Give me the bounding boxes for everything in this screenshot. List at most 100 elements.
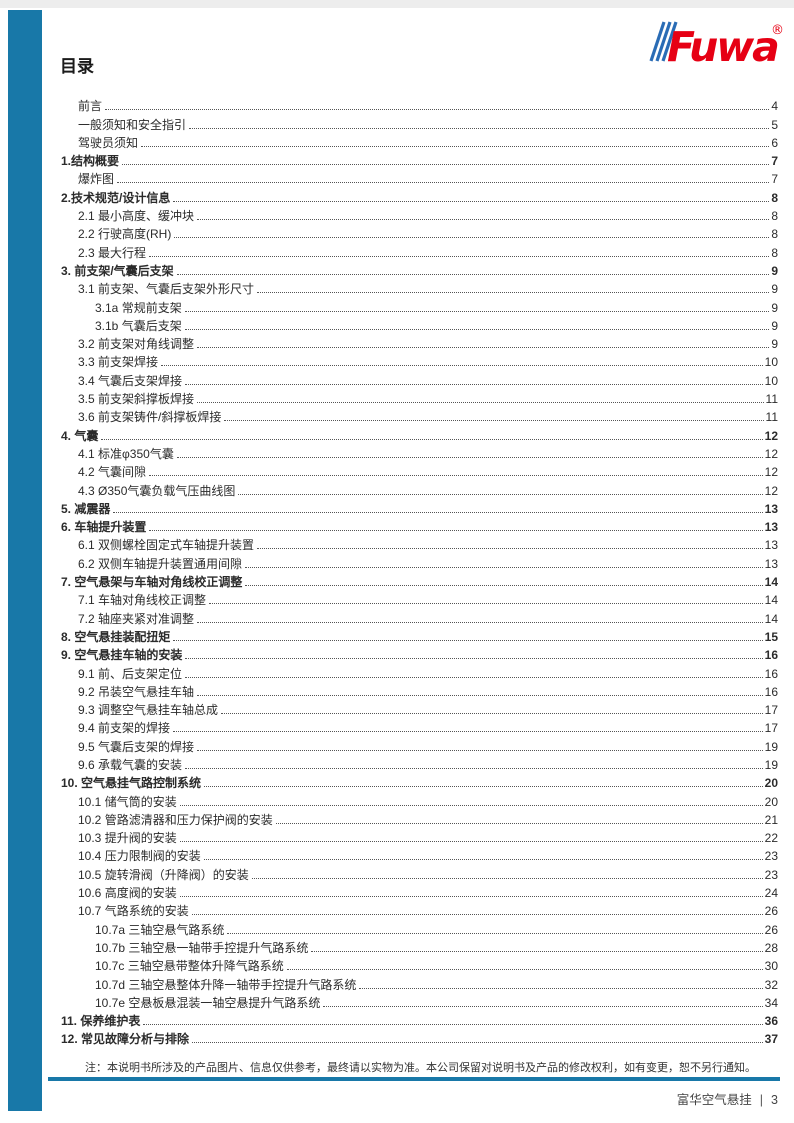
toc-entry[interactable]: 9. 空气悬挂车轴的安装 16 [61, 644, 778, 662]
toc-entry[interactable]: 10.7e 空悬板悬混装一轴空悬提升气路系统 34 [61, 992, 778, 1010]
toc-entry[interactable]: 5. 减震器 13 [61, 498, 778, 516]
toc-entry[interactable]: 7.2 轴座夹紧对准调整 14 [61, 607, 778, 626]
toc-entry[interactable]: 4.1 标准φ350气囊 12 [61, 443, 778, 461]
toc-entry[interactable]: 爆炸图 7 [61, 168, 778, 186]
toc-entry-label: 6.2 双侧车轴提升装置通用间隙 [78, 556, 243, 571]
toc-entry-page-number: 34 [764, 995, 778, 1010]
toc-dot-leader [251, 877, 763, 879]
toc-entry-page-number: 17 [764, 721, 778, 736]
toc-entry[interactable]: 3.1 前支架、气囊后支架外形尺寸 9 [61, 278, 778, 296]
toc-entry[interactable]: 前言 4 [61, 95, 778, 113]
toc-entry[interactable]: 10.7a 三轴空悬气路系统 26 [61, 918, 778, 937]
toc-entry[interactable]: 1.结构概要 7 [61, 150, 778, 168]
toc-entry-page-number: 14 [764, 575, 778, 590]
toc-entry[interactable]: 3.2 前支架对角线调整 9 [61, 333, 778, 351]
toc-entry[interactable]: 12. 常见故障分析与排除 37 [61, 1028, 778, 1046]
toc-entry-label: 前言 [78, 99, 103, 114]
toc-dot-leader [143, 1024, 763, 1026]
toc-entry-page-number: 16 [764, 684, 778, 699]
toc-entry-page-number: 7 [771, 154, 778, 169]
toc-dot-leader [173, 639, 763, 641]
toc-entry-label: 10.7c 三轴空悬带整体升降气路系统 [95, 959, 284, 974]
toc-entry[interactable]: 2.2 行驶高度(RH) 8 [61, 223, 778, 241]
left-accent-bar [8, 10, 42, 1111]
toc-dot-leader [122, 164, 770, 166]
toc-dot-leader [197, 621, 763, 623]
toc-entry-label: 11. 保养维护表 [61, 1014, 141, 1029]
toc-entry-label: 9.3 调整空气悬挂车轴总成 [78, 703, 219, 718]
toc-entry-label: 9.6 承载气囊的安装 [78, 757, 183, 772]
toc-entry[interactable]: 10.2 管路滤清器和压力保护阀的安装 21 [61, 809, 778, 827]
toc-entry-page-number: 9 [771, 337, 778, 352]
toc-entry[interactable]: 10.5 旋转滑阀（升降阀）的安装 23 [61, 863, 778, 882]
toc-entry[interactable]: 9.6 承载气囊的安装 19 [61, 754, 778, 772]
toc-entry-label: 一般须知和安全指引 [78, 117, 187, 132]
toc-entry[interactable]: 9.3 调整空气悬挂车轴总成 17 [61, 699, 778, 717]
logo-registered-mark: ® [771, 23, 784, 38]
footer-brand: 富华空气悬挂 [676, 1093, 752, 1107]
disclaimer-note: 注：本说明书所涉及的产品图片、信息仅供参考，最终请以实物为准。本公司保留对说明书… [85, 1062, 756, 1074]
toc-entry[interactable]: 7. 空气悬架与车轴对角线校正调整 14 [61, 571, 778, 589]
toc-entry[interactable]: 10.6 高度阀的安装 24 [61, 882, 778, 900]
toc-entry[interactable]: 7.1 车轴对角线校正调整 14 [61, 589, 778, 607]
toc-entry-label: 2.3 最大行程 [78, 245, 147, 260]
toc-entry[interactable]: 8. 空气悬挂装配扭矩 15 [61, 626, 778, 644]
toc-entry[interactable]: 2.1 最小高度、缓冲块 8 [61, 205, 778, 223]
toc-entry[interactable]: 6.2 双侧车轴提升装置通用间隙 13 [61, 552, 778, 571]
fuwa-logo: Fuwa ® [637, 16, 785, 71]
toc-entry-page-number: 16 [764, 666, 778, 681]
toc-dot-leader [192, 1042, 763, 1044]
toc-entry[interactable]: 3.4 气囊后支架焊接 10 [61, 369, 778, 388]
toc-entry-page-number: 12 [764, 483, 778, 498]
toc-entry[interactable]: 3.1b 气囊后支架 9 [61, 315, 778, 333]
toc-entry[interactable]: 9.5 气囊后支架的焊接 19 [61, 735, 778, 754]
toc-entry[interactable]: 3.3 前支架焊接 10 [61, 351, 778, 369]
toc-entry-label: 3.1 前支架、气囊后支架外形尺寸 [78, 282, 255, 297]
toc-entry[interactable]: 3. 前支架/气囊后支架 9 [61, 260, 778, 278]
toc-entry-label: 3.3 前支架焊接 [78, 355, 159, 370]
toc-dot-leader [204, 786, 763, 788]
toc-entry[interactable]: 4.3 Ø350气囊负载气压曲线图 12 [61, 479, 778, 498]
toc-entry[interactable]: 2.3 最大行程 8 [61, 241, 778, 260]
toc-entry[interactable]: 3.5 前支架斜撑板焊接 11 [61, 388, 778, 406]
toc-dot-leader [113, 511, 763, 513]
toc-entry[interactable]: 10.1 储气筒的安装 20 [61, 790, 778, 809]
toc-entry[interactable]: 10.7 气路系统的安装 26 [61, 900, 778, 918]
logo-text: Fuwa [667, 23, 778, 70]
page-footer: 富华空气悬挂 | 3 [48, 1089, 778, 1108]
toc-dot-leader [203, 859, 763, 861]
toc-entry[interactable]: 4.2 气囊间隙 12 [61, 461, 778, 479]
toc-entry-label: 10.7e 空悬板悬混装一轴空悬提升气路系统 [95, 995, 321, 1010]
toc-entry-page-number: 10 [764, 373, 778, 388]
toc-entry-label: 4.2 气囊间隙 [78, 465, 147, 480]
toc-entry[interactable]: 6.1 双侧螺栓固定式车轴提升装置 13 [61, 534, 778, 552]
toc-entry[interactable]: 9.1 前、后支架定位 16 [61, 662, 778, 681]
toc-entry[interactable]: 10.7c 三轴空悬带整体升降气路系统 30 [61, 955, 778, 973]
toc-entry[interactable]: 10.3 提升阀的安装 22 [61, 827, 778, 845]
toc-entry[interactable]: 9.4 前支架的焊接 17 [61, 717, 778, 735]
toc-entry-label: 10.7 气路系统的安装 [78, 904, 189, 919]
toc-entry[interactable]: 一般须知和安全指引 5 [61, 113, 778, 132]
toc-entry-page-number: 28 [764, 940, 778, 955]
toc-entry-page-number: 23 [764, 867, 778, 882]
toc-entry[interactable]: 10.7d 三轴空悬整体升降一轴带手控提升气路系统 32 [61, 973, 778, 992]
toc-entry[interactable]: 11. 保养维护表 36 [61, 1010, 778, 1028]
toc-dot-leader [141, 145, 770, 147]
toc-entry[interactable]: 6. 车轴提升装置 13 [61, 516, 778, 534]
toc-entry[interactable]: 10. 空气悬挂气路控制系统 20 [61, 772, 778, 790]
toc-dot-leader [179, 804, 763, 806]
toc-entry[interactable]: 驾驶员须知 6 [61, 132, 778, 150]
toc-entry[interactable]: 3.1a 常规前支架 9 [61, 296, 778, 315]
toc-entry[interactable]: 9.2 吊装空气悬挂车轴 16 [61, 681, 778, 699]
toc-entry[interactable]: 10.4 压力限制阀的安装 23 [61, 845, 778, 863]
toc-entry[interactable]: 3.6 前支架铸件/斜撑板焊接 11 [61, 406, 778, 424]
toc-entry[interactable]: 4. 气囊 12 [61, 424, 778, 443]
page-title: 目录 [60, 57, 94, 76]
toc-entry-label: 10.7b 三轴空悬一轴带手控提升气路系统 [95, 940, 309, 955]
toc-list: 前言 4 一般须知和安全指引 5 驾驶员须知 6 1.结构概要 7 爆炸图 7 2.技术规范/设计信… [61, 95, 778, 1047]
toc-entry[interactable]: 2.技术规范/设计信息 8 [61, 186, 778, 205]
toc-entry-label: 10.2 管路滤清器和压力保护阀的安装 [78, 812, 273, 827]
toc-dot-leader [174, 237, 770, 239]
toc-entry-label: 3.5 前支架斜撑板焊接 [78, 392, 195, 407]
toc-entry[interactable]: 10.7b 三轴空悬一轴带手控提升气路系统 28 [61, 937, 778, 955]
